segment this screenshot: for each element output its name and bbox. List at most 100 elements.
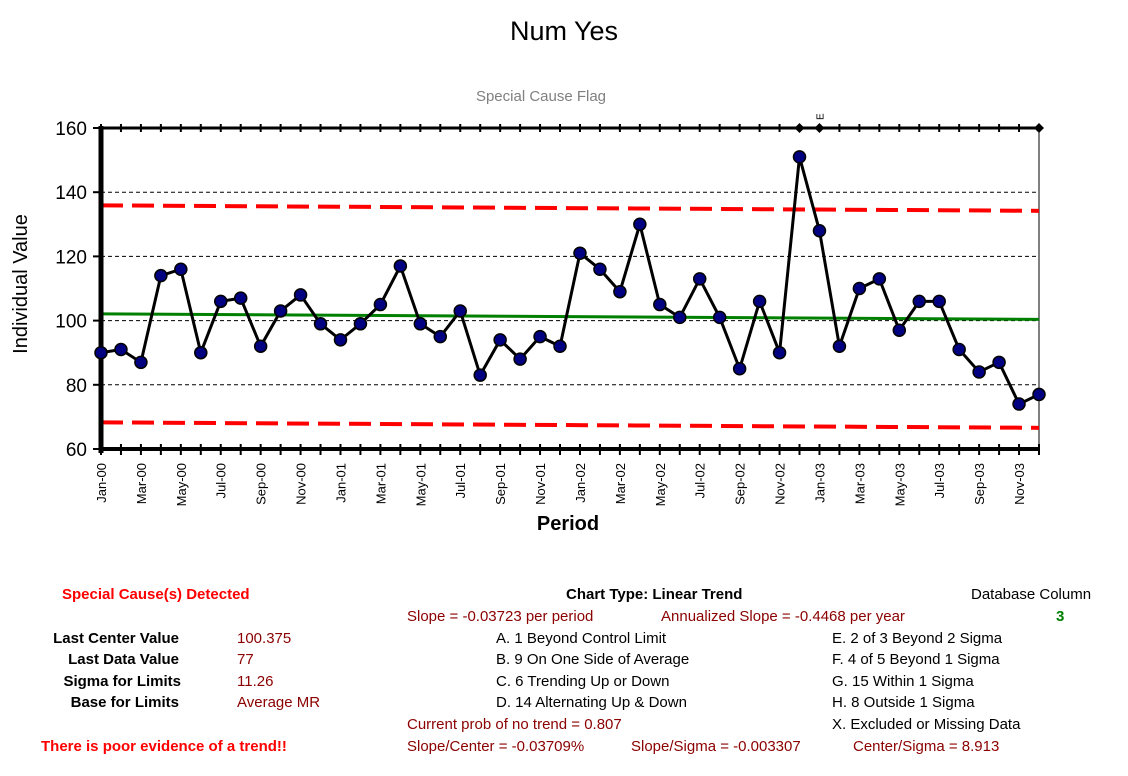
x-tick-label: Mar-03	[852, 463, 867, 504]
sigma-value: 11.26	[237, 673, 274, 690]
x-tick-label: Sep-03	[972, 463, 987, 505]
data-point	[533, 329, 547, 344]
y-tick-label: 120	[55, 247, 87, 268]
rule-g: G. 15 Within 1 Sigma	[832, 673, 974, 690]
data-point	[433, 329, 448, 344]
data-point	[992, 355, 1006, 370]
data-point	[174, 262, 188, 276]
rule-b: B. 9 On One Side of Average	[496, 651, 690, 668]
x-tick-label: Sep-02	[733, 463, 748, 505]
last-center-label: Last Center Value	[53, 630, 179, 647]
data-point	[732, 362, 747, 376]
data-point	[573, 246, 587, 260]
data-point	[493, 333, 507, 347]
data-point	[653, 297, 667, 312]
x-tick-label: Sep-00	[254, 463, 269, 505]
data-point	[393, 259, 408, 273]
x-tick-label: Nov-03	[1012, 463, 1027, 505]
x-tick-label: Sep-01	[493, 463, 508, 505]
data-point	[952, 342, 966, 357]
data-point	[972, 365, 986, 379]
database-column-value: 3	[1056, 608, 1065, 625]
x-tick-label: Jul-03	[932, 463, 947, 498]
data-point	[812, 223, 827, 238]
x-tick-label: Jul-01	[453, 463, 468, 498]
control-chart: Num Yes Special Cause Flag Individual Va…	[10, 16, 1046, 535]
y-tick-label: 80	[66, 376, 87, 397]
data-point	[932, 294, 946, 309]
x-tick-label: May-00	[174, 463, 189, 506]
x-tick-label: May-01	[413, 463, 428, 506]
data-point	[513, 352, 527, 366]
data-point	[712, 310, 727, 325]
data-point	[233, 291, 248, 305]
data-point	[872, 272, 887, 286]
data-point	[613, 284, 627, 299]
x-tick-label: Mar-02	[613, 463, 628, 504]
special-cause-flag	[1034, 123, 1044, 133]
y-axis-label: Individual Value	[10, 214, 32, 354]
rule-c: C. 6 Trending Up or Down	[496, 673, 670, 690]
slope-sigma-text: Slope/Sigma = -0.003307	[631, 738, 801, 755]
data-point	[293, 288, 308, 302]
data-point	[373, 297, 388, 312]
y-tick-label: 100	[55, 312, 87, 333]
data-point	[413, 317, 428, 331]
annualized-slope-text: Annualized Slope = -0.4468 per year	[661, 608, 905, 625]
special-cause-flag	[814, 123, 825, 133]
data-point	[154, 268, 168, 283]
special-cause-text: Special Cause(s) Detected	[62, 586, 250, 603]
y-tick-label: 60	[66, 440, 87, 461]
flag-label: E	[815, 113, 826, 120]
data-point	[194, 345, 208, 360]
x-tick-label: Jul-02	[693, 463, 708, 498]
sigma-label: Sigma for Limits	[63, 673, 181, 690]
trend-evidence-text: There is poor evidence of a trend!!	[41, 738, 287, 755]
x-tick-label: Jan-02	[573, 463, 588, 503]
prob-no-trend-text: Current prob of no trend = 0.807	[407, 716, 622, 733]
lower-control-limit	[100, 420, 1040, 430]
data-point	[692, 272, 707, 286]
rule-f: F. 4 of 5 Beyond 1 Sigma	[832, 651, 1000, 668]
x-tick-label: Jan-01	[333, 463, 348, 503]
x-tick-label: Jul-00	[214, 463, 229, 498]
data-point	[892, 323, 907, 337]
data-point	[852, 281, 867, 296]
data-line	[100, 156, 1040, 407]
center-line	[100, 312, 1040, 321]
y-tick-label: 140	[55, 183, 87, 204]
y-tick-label: 160	[55, 119, 87, 140]
rule-d: D. 14 Alternating Up & Down	[496, 694, 687, 711]
x-tick-label: Jan-00	[94, 463, 109, 503]
chart-title: Num Yes	[510, 16, 618, 46]
data-point	[353, 317, 368, 331]
data-point	[94, 345, 108, 360]
data-point	[832, 339, 847, 354]
x-tick-label: Nov-01	[533, 463, 548, 505]
data-point	[593, 262, 607, 276]
data-point	[134, 355, 148, 370]
data-point	[633, 217, 647, 232]
data-point	[473, 368, 487, 382]
data-point	[752, 294, 767, 309]
data-point	[1012, 397, 1026, 411]
last-center-value: 100.375	[237, 630, 292, 647]
x-tick-label: Jan-03	[812, 463, 827, 503]
data-point	[313, 317, 328, 331]
data-point	[213, 294, 228, 309]
data-point	[772, 345, 787, 360]
chart-type-text: Chart Type: Linear Trend	[566, 586, 743, 603]
data-point	[114, 342, 128, 357]
x-tick-label: Mar-00	[134, 463, 149, 504]
data-point	[553, 339, 567, 354]
last-data-label: Last Data Value	[68, 651, 179, 668]
special-cause-flag	[794, 123, 805, 133]
base-label: Base for Limits	[70, 694, 179, 711]
rule-a: A. 1 Beyond Control Limit	[496, 630, 667, 647]
rule-e: E. 2 of 3 Beyond 2 Sigma	[832, 630, 1003, 647]
database-column-label: Database Column	[971, 586, 1092, 603]
data-point	[253, 339, 268, 354]
center-sigma-text: Center/Sigma = 8.913	[853, 738, 1000, 755]
last-data-value: 77	[237, 651, 254, 668]
data-point	[673, 310, 687, 325]
